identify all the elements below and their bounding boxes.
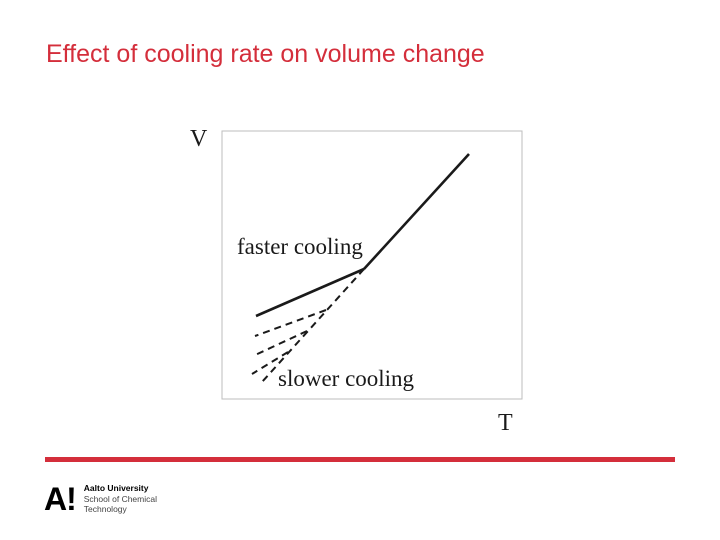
faster-cooling-line (255, 267, 365, 318)
plot-frame (221, 130, 523, 400)
aalto-logo: A! Aalto University School of Chemical T… (44, 481, 157, 517)
university-name: Aalto University (83, 483, 149, 494)
faster-cooling-label: faster cooling (237, 234, 363, 259)
school-name-line2: Technology (83, 504, 127, 515)
school-name-line1: School of Chemical (83, 493, 157, 504)
supercooled-liquid-line (261, 268, 365, 383)
footer-divider (45, 457, 675, 462)
logo-text: Aalto University School of Chemical Tech… (84, 483, 157, 515)
slower-cooling-line-1 (254, 309, 327, 337)
slower-cooling-label: slower cooling (278, 366, 415, 391)
volume-temperature-diagram: V T faster cooling slower cooling (180, 110, 540, 440)
slower-cooling-line-2 (252, 330, 308, 357)
slide-title: Effect of cooling rate on volume change (46, 40, 485, 68)
x-axis-label: T (498, 410, 513, 436)
y-axis-label: V (190, 126, 208, 152)
liquid-line (363, 153, 470, 270)
logo-mark: A! (44, 481, 77, 517)
